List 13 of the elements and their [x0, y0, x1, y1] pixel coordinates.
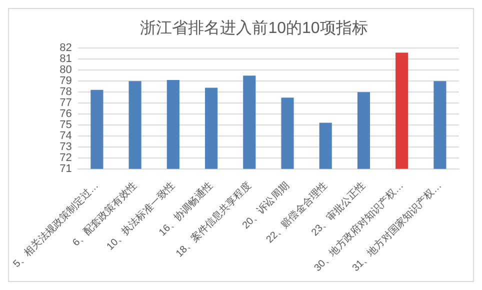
chart-title: 浙江省排名进入前10的10项指标 [140, 19, 368, 38]
y-tick-label: 75 [60, 119, 72, 132]
y-tick-label: 81 [60, 53, 72, 66]
y-tick-label: 73 [60, 140, 72, 153]
y-tick-label: 79 [60, 75, 72, 88]
y-tick-label: 74 [60, 130, 72, 142]
y-tick-label: 82 [60, 42, 72, 54]
y-tick-label: 77 [60, 97, 72, 110]
y-tick-label: 78 [60, 86, 72, 98]
y-tick-label: 80 [60, 64, 72, 76]
y-tick-label: 76 [60, 108, 72, 120]
y-tick-label: 72 [60, 152, 72, 164]
y-tick-label: 71 [60, 162, 72, 175]
